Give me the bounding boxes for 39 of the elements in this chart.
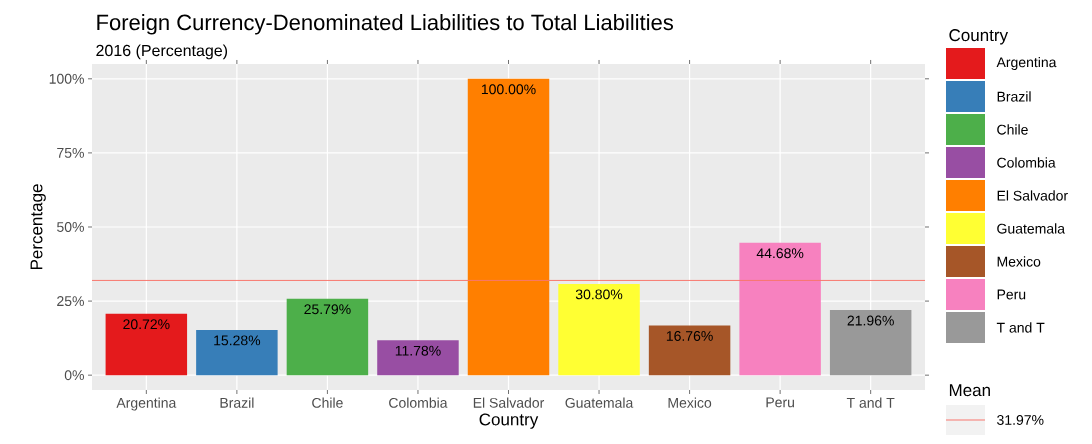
x-tick-label: Mexico	[668, 397, 712, 408]
x-axis-title: Country	[479, 413, 539, 429]
data-label: 15.28%	[214, 335, 261, 346]
category-label: Peru	[997, 289, 1026, 300]
category-label: El Salvador	[997, 190, 1068, 201]
y-tick-label: 50%	[57, 222, 84, 232]
data-label: 21.96%	[847, 315, 894, 326]
x-tick-label: El Salvador	[473, 397, 545, 408]
data-label: 11.78%	[395, 345, 441, 356]
x-tick-label: Chile	[312, 397, 343, 408]
category-label: Brazil	[997, 91, 1031, 102]
x-tick-label: Argentina	[116, 397, 177, 411]
chart-subtitle: 2016 (Percentage)	[96, 44, 228, 60]
category-label: Colombia	[997, 157, 1056, 168]
x-tick-label: Peru	[766, 397, 794, 408]
y-axis-title: Percentage	[30, 184, 46, 270]
legend-label: 31.97%	[997, 415, 1044, 425]
category-label: T and T	[996, 322, 1045, 333]
y-tick-label: 75%	[57, 147, 84, 158]
y-tick-label: 0%	[64, 370, 84, 381]
category-label: Chile	[997, 124, 1028, 135]
y-tick-label: 100%	[49, 73, 84, 84]
data-label: 16.76%	[666, 331, 713, 341]
text: Mean	[949, 384, 990, 397]
data-label: 30.80%	[575, 289, 623, 300]
x-tick-label: Colombia	[389, 397, 448, 408]
x-tick-label: T and T	[846, 397, 895, 408]
category-label: Guatemala	[997, 223, 1066, 234]
data-label: 44.68%	[756, 248, 804, 259]
x-tick-label: Brazil	[220, 397, 254, 408]
y-tick-label: 25%	[57, 296, 84, 307]
data-label: 100.00%	[481, 84, 536, 95]
x-tick-label: Guatemala	[565, 397, 634, 408]
chart-title: Foreign Currency-Denominated Liabilities to Total Liabilities	[97, 14, 674, 35]
legend-title: Country	[949, 29, 1009, 45]
data-label: 25.79%	[304, 304, 351, 315]
data-label: 20.72%	[123, 319, 170, 330]
category-label: Argentina	[996, 56, 1057, 71]
category-label: Mexico	[997, 256, 1041, 267]
